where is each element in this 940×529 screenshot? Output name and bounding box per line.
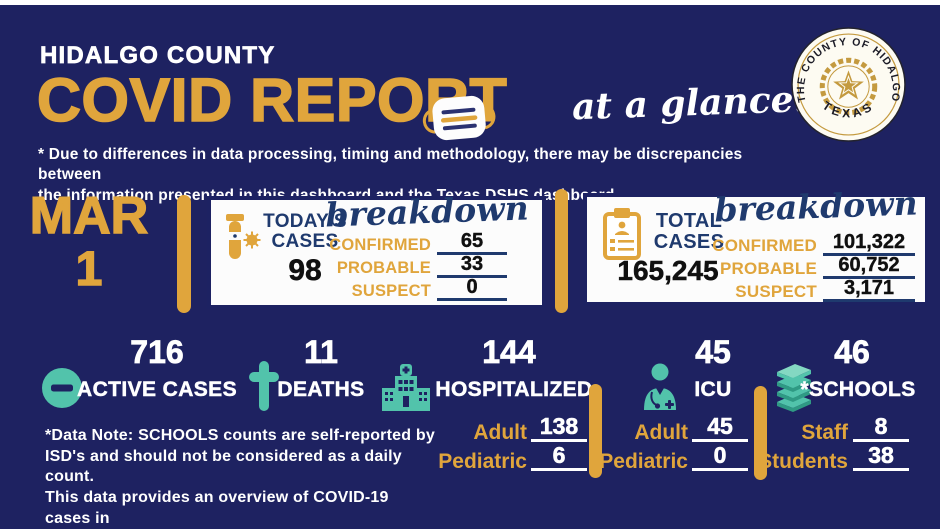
- report-date: MAR 1: [24, 187, 154, 296]
- divider-cards: [555, 189, 568, 313]
- breakdown-row: CONFIRMED 65: [311, 230, 507, 255]
- active-cases-label: ACTIVE CASES: [77, 378, 237, 402]
- schools-staff-label: Staff: [801, 421, 848, 444]
- schools-label: *SCHOOLS: [800, 378, 916, 402]
- total-cases-total: 165,245: [617, 255, 719, 287]
- cross-icon: [249, 361, 279, 411]
- breakdown-label: PROBABLE: [720, 259, 817, 279]
- divider-hospitalized-icu: [589, 384, 602, 478]
- icu-pediatric-label: Pediatric: [599, 450, 688, 473]
- doctor-icon: [644, 363, 676, 410]
- disclaimer-text: * Due to differences in data processing,…: [38, 146, 743, 204]
- books-icon: [777, 364, 811, 412]
- icu-value: 45: [695, 334, 731, 371]
- data-note: *Data Note: SCHOOLS counts are self-repo…: [45, 427, 435, 527]
- clipboard-icon: [603, 208, 641, 260]
- hospitalized-adult-value: 138: [531, 414, 587, 442]
- page-title: COVID REPORT: [36, 66, 508, 134]
- hospitalized-pediatric-value: 6: [531, 443, 587, 471]
- active-cases-value: 716: [130, 334, 184, 371]
- breakdown-label: PROBABLE: [336, 259, 431, 278]
- seal-star-icon: [833, 70, 864, 100]
- divider-date: [177, 195, 191, 313]
- county-name: HIDALGO COUNTY: [40, 42, 276, 70]
- breakdown-row: SUSPECT 0: [311, 276, 507, 301]
- hospitalized-value: 144: [482, 334, 536, 371]
- hospitalized-pediatric-label: Pediatric: [438, 450, 527, 473]
- deaths-value: 11: [304, 334, 339, 371]
- total-cases-label: TOTAL CASES: [653, 210, 725, 253]
- hospitalized-adult-label: Adult: [473, 421, 527, 444]
- breakdown-label: SUSPECT: [351, 282, 431, 301]
- hospital-icon: [382, 364, 430, 411]
- top-white-strip: [0, 0, 940, 5]
- total-breakdown-rows: CONFIRMED 101,322 PROBABLE 60,752 SUSPEC…: [691, 231, 915, 302]
- icu-adult-label: Adult: [634, 421, 688, 444]
- breakdown-value: 0: [437, 276, 507, 301]
- todays-breakdown-rows: CONFIRMED 65 PROBABLE 33 SUSPECT 0: [311, 230, 507, 301]
- face-mask-icon: [422, 95, 496, 141]
- total-breakdown-title: breakdown: [713, 183, 919, 230]
- schools-students-label: Students: [758, 450, 848, 473]
- breakdown-row: SUSPECT 3,171: [691, 277, 915, 302]
- county-seal: THE COUNTY OF HIDALGO TEXAS: [791, 27, 906, 142]
- subtitle-script: at a glance..: [571, 77, 820, 129]
- divider-icu-schools: [754, 386, 767, 480]
- breakdown-label: SUSPECT: [735, 282, 817, 302]
- icu-adult-value: 45: [692, 414, 748, 442]
- date-month: MAR: [29, 187, 149, 245]
- schools-students-value: 38: [853, 443, 909, 471]
- breakdown-value: 3,171: [823, 277, 915, 302]
- todays-cases-label: TODAY'S CASES: [263, 211, 347, 252]
- minus-circle-icon: [42, 368, 82, 408]
- todays-cases-total: 98: [288, 254, 322, 288]
- icu-label: ICU: [694, 378, 732, 402]
- schools-staff-value: 8: [853, 414, 909, 442]
- breakdown-row: CONFIRMED 101,322: [691, 231, 915, 256]
- icu-pediatric-value: 0: [692, 443, 748, 471]
- breakdown-value: 65: [437, 230, 507, 255]
- breakdown-value: 101,322: [823, 231, 915, 256]
- total-cases-card: TOTAL CASES 165,245 breakdown CONFIRMED …: [583, 183, 929, 306]
- breakdown-label: CONFIRMED: [329, 236, 431, 255]
- hospitalized-label: HOSPITALIZED: [435, 378, 593, 402]
- deaths-label: DEATHS: [277, 378, 365, 402]
- breakdown-row: PROBABLE 33: [311, 253, 507, 278]
- breakdown-value: 60,752: [823, 254, 915, 279]
- breakdown-value: 33: [437, 253, 507, 278]
- schools-value: 46: [834, 334, 870, 371]
- todays-breakdown-title: breakdown: [324, 188, 530, 235]
- breakdown-label: CONFIRMED: [712, 236, 817, 256]
- test-tube-icon: [226, 214, 261, 259]
- todays-cases-card: TODAY'S CASES 98 breakdown CONFIRMED 65 …: [207, 188, 546, 309]
- date-day: 1: [75, 243, 103, 296]
- breakdown-row: PROBABLE 60,752: [691, 254, 915, 279]
